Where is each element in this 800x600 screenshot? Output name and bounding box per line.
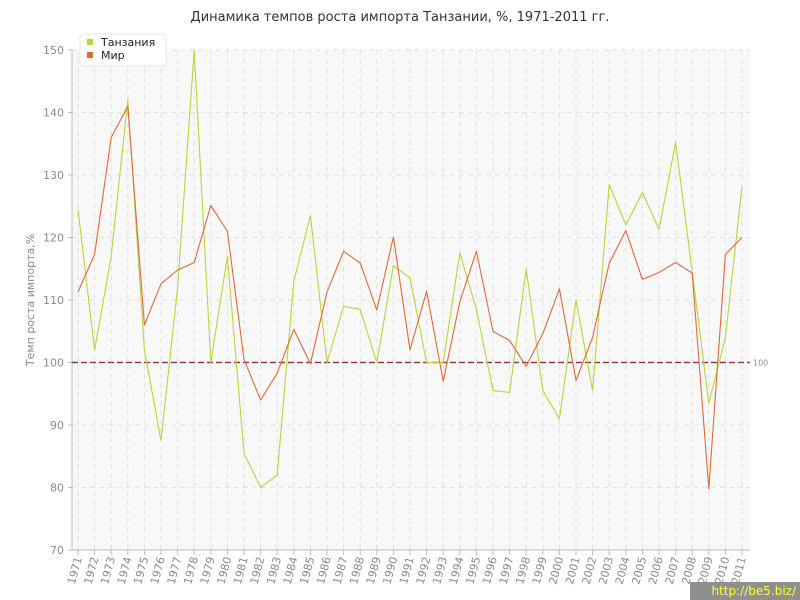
y-tick-label-140: 140 (43, 107, 64, 120)
y-tick-label-120: 120 (43, 232, 64, 245)
legend-label-world: Мир (101, 49, 125, 62)
y-axis-ticks: 70 80 90 100 110 120 130 140 150 (43, 44, 72, 557)
y-tick-label-130: 130 (43, 169, 64, 182)
series-line-world (77, 105, 743, 490)
y-axis-label: Темп роста импорта,% (24, 234, 37, 367)
reference-line-label: 100 (753, 359, 768, 368)
y-tick-label-70: 70 (50, 544, 64, 557)
y-tick-label-100: 100 (43, 357, 64, 370)
y-tick-label-110: 110 (43, 294, 64, 307)
legend-swatch-world (87, 52, 93, 58)
legend-box (79, 33, 167, 67)
legend: Танзания Мир (79, 33, 167, 67)
y-tick-label-90: 90 (50, 419, 64, 432)
y-tick-label-150: 150 (43, 44, 64, 57)
series-lines (77, 49, 743, 490)
legend-label-tanzania: Танзания (100, 36, 155, 49)
watermark: http://be5.biz/ (690, 582, 800, 600)
series-line-tanzania (77, 49, 743, 489)
chart-title: Динамика темпов роста импорта Танзании, … (191, 10, 610, 25)
grid-lines (72, 49, 750, 550)
legend-swatch-tanzania (87, 39, 93, 45)
x-axis-ticks: 1971197219731974197519761977197819791980… (65, 550, 749, 586)
y-tick-label-80: 80 (50, 482, 64, 495)
